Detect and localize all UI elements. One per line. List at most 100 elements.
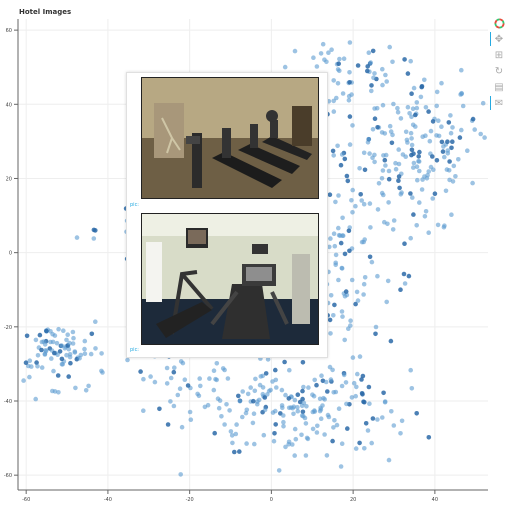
data-point — [339, 441, 345, 447]
data-point — [478, 131, 484, 137]
data-point — [256, 397, 262, 403]
x-tick-label: -40 — [104, 497, 112, 503]
save-icon[interactable]: ▤ — [494, 81, 504, 93]
data-point — [383, 163, 388, 168]
data-point — [408, 367, 414, 373]
data-point — [299, 413, 305, 418]
data-point — [390, 59, 395, 65]
data-point — [35, 364, 40, 369]
data-point — [349, 198, 354, 203]
data-point — [148, 374, 153, 379]
toolbar: ✥ ⊞ ↻ ▤ ✉ — [488, 14, 510, 114]
data-point — [361, 201, 367, 207]
data-point — [369, 440, 375, 446]
data-point — [442, 223, 447, 228]
data-point — [335, 81, 341, 86]
data-point — [168, 375, 174, 381]
data-point — [430, 119, 436, 124]
data-point — [355, 63, 361, 68]
x-tick-label: 0 — [270, 497, 273, 503]
data-point — [141, 376, 146, 382]
data-point — [72, 350, 78, 355]
data-point — [370, 416, 376, 421]
data-point — [353, 446, 359, 451]
hover-icon[interactable]: ✉ — [490, 96, 506, 110]
data-point — [348, 318, 353, 324]
data-point — [450, 139, 455, 144]
data-point — [375, 273, 380, 279]
y-tick-label: 20 — [6, 176, 12, 182]
y-tick-label: -40 — [4, 399, 12, 405]
data-point — [93, 319, 98, 325]
data-point — [354, 289, 360, 295]
data-point — [339, 383, 345, 389]
data-point — [414, 100, 420, 105]
data-point — [66, 374, 71, 379]
data-point — [270, 379, 275, 384]
data-point — [262, 395, 268, 400]
data-point — [67, 354, 73, 360]
data-point — [59, 343, 65, 349]
data-point — [397, 185, 402, 191]
data-point — [439, 139, 445, 145]
data-point — [409, 142, 415, 148]
data-point — [359, 198, 365, 203]
data-point — [61, 328, 66, 334]
data-point — [422, 214, 428, 219]
data-point — [65, 332, 70, 338]
data-point — [384, 299, 390, 305]
data-point — [355, 371, 360, 377]
data-point — [295, 408, 301, 414]
data-point — [33, 396, 38, 402]
data-point — [372, 116, 378, 121]
data-point — [248, 385, 253, 390]
data-point — [234, 422, 239, 427]
data-point — [228, 429, 234, 434]
data-point — [250, 420, 256, 426]
data-point — [361, 150, 367, 156]
data-point — [292, 453, 298, 458]
data-point — [407, 111, 412, 116]
pan-icon[interactable]: ✥ — [490, 32, 506, 46]
data-point — [23, 360, 29, 366]
data-point — [331, 425, 336, 430]
data-point — [68, 360, 73, 366]
data-point — [185, 383, 191, 388]
data-point — [331, 313, 336, 318]
reset-icon[interactable]: ↻ — [494, 65, 504, 77]
data-point — [244, 441, 249, 446]
bokeh-logo-icon[interactable] — [492, 16, 506, 30]
data-point — [390, 227, 396, 232]
data-point — [426, 109, 431, 114]
data-point — [34, 360, 39, 365]
data-point — [398, 287, 403, 293]
data-point — [411, 212, 416, 217]
data-point — [338, 464, 344, 469]
data-point — [395, 105, 400, 111]
data-point — [402, 281, 408, 286]
data-point — [300, 360, 306, 365]
data-point — [409, 91, 414, 96]
data-point — [418, 94, 424, 100]
y-tick-label: 40 — [6, 102, 12, 108]
data-point — [342, 251, 348, 257]
data-point — [430, 196, 436, 201]
data-point — [70, 329, 76, 335]
data-point — [451, 163, 457, 169]
data-point — [324, 453, 330, 458]
box-zoom-icon[interactable]: ⊞ — [494, 49, 504, 61]
data-point — [362, 275, 368, 280]
data-point — [428, 128, 434, 134]
data-point — [281, 419, 286, 425]
data-point — [459, 67, 464, 73]
data-point — [244, 407, 250, 413]
data-point — [74, 235, 80, 240]
data-point — [387, 123, 393, 129]
data-point — [291, 411, 296, 417]
data-point — [349, 277, 355, 283]
data-point — [341, 56, 347, 61]
data-point — [450, 179, 456, 184]
data-point — [416, 154, 422, 159]
data-point — [314, 382, 319, 388]
